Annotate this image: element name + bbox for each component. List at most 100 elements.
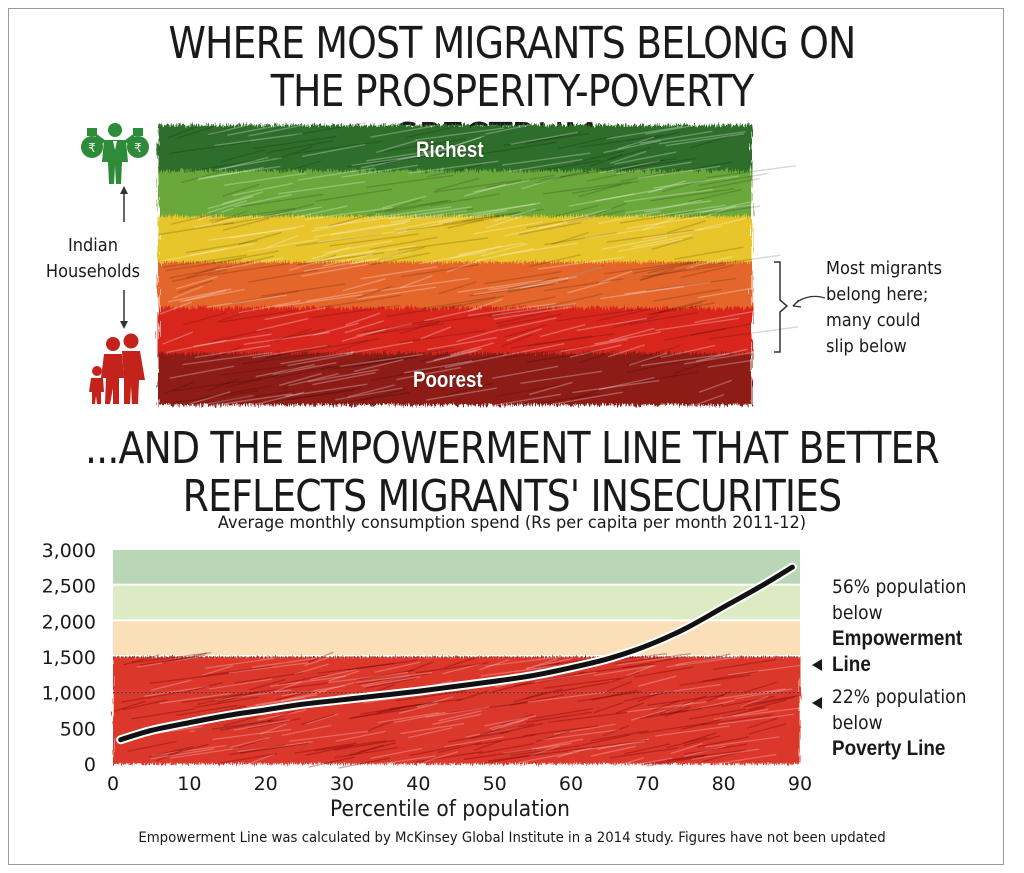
hatch-stroke bbox=[624, 281, 712, 295]
spectrum-bands bbox=[158, 125, 752, 405]
hatch-stroke bbox=[304, 206, 393, 221]
hatch-stroke bbox=[351, 354, 426, 368]
hatch-stroke bbox=[643, 216, 676, 231]
hatch-stroke bbox=[629, 131, 680, 145]
hatch-stroke bbox=[167, 289, 227, 303]
hatch-stroke bbox=[272, 364, 304, 378]
hatch-stroke bbox=[616, 161, 692, 175]
hatch-stroke bbox=[222, 183, 260, 197]
hatch-stroke bbox=[222, 191, 264, 205]
hatch-stroke bbox=[565, 265, 602, 280]
hatch-stroke bbox=[698, 379, 733, 394]
hatch-stroke bbox=[232, 182, 294, 196]
hatch-stroke bbox=[274, 294, 363, 308]
money-bag-icon: ₹ bbox=[81, 128, 103, 158]
hatch-stroke bbox=[398, 329, 487, 344]
hatch-stroke bbox=[300, 263, 369, 277]
hatch-stroke bbox=[508, 158, 583, 173]
bottom-title-text: ...AND THE EMPOWERMENT LINE THAT BETTER … bbox=[85, 423, 940, 522]
hatch-stroke bbox=[680, 264, 733, 279]
hatch-stroke bbox=[313, 215, 397, 230]
hatch-stroke bbox=[651, 236, 694, 251]
footnote: Empowerment Line was calculated by McKin… bbox=[138, 830, 886, 846]
hatch-stroke bbox=[320, 294, 402, 309]
hatch-stroke bbox=[287, 353, 353, 367]
hatch-stroke bbox=[424, 307, 480, 322]
hatch-stroke bbox=[295, 233, 382, 247]
hatch-stroke bbox=[264, 306, 327, 321]
hatch-stroke bbox=[450, 245, 502, 259]
hatch-stroke bbox=[173, 378, 262, 392]
hatch-stroke bbox=[451, 295, 504, 309]
hatch-stroke bbox=[693, 254, 781, 268]
hatch-stroke bbox=[345, 341, 413, 355]
hatch-stroke bbox=[651, 301, 703, 316]
hatch-stroke bbox=[384, 199, 422, 213]
hatch-stroke bbox=[495, 311, 550, 325]
hatch-stroke bbox=[400, 274, 433, 289]
hatch-stroke bbox=[640, 353, 729, 367]
hatch-stroke bbox=[690, 393, 725, 408]
hatch-stroke bbox=[207, 123, 241, 137]
hatch-stroke bbox=[694, 309, 760, 324]
hatch-stroke bbox=[619, 210, 696, 224]
hatch-stroke bbox=[330, 356, 417, 371]
hatch-stroke bbox=[493, 306, 572, 320]
hatch-stroke bbox=[179, 288, 245, 303]
hatch-stroke bbox=[194, 214, 253, 229]
hatch-stroke bbox=[289, 257, 330, 271]
hatch-stroke bbox=[241, 193, 324, 208]
hatch-stroke bbox=[518, 221, 582, 236]
svg-text:₹: ₹ bbox=[134, 141, 142, 155]
hatch-stroke bbox=[234, 193, 292, 208]
hatch-stroke bbox=[247, 269, 318, 283]
hatch-stroke bbox=[333, 339, 368, 353]
hatch-stroke bbox=[207, 195, 254, 210]
hatch-stroke bbox=[560, 338, 628, 353]
hatch-stroke bbox=[549, 293, 603, 307]
hatch-stroke bbox=[537, 256, 625, 270]
hatch-stroke bbox=[177, 279, 213, 294]
hatch-stroke bbox=[252, 206, 323, 220]
hatch-stroke bbox=[527, 333, 614, 347]
hatch-stroke bbox=[662, 178, 707, 193]
hatch-stroke bbox=[552, 391, 623, 405]
hatch-stroke bbox=[486, 174, 555, 188]
hatch-stroke bbox=[622, 371, 698, 385]
hatch-stroke bbox=[502, 152, 591, 166]
hatch-stroke bbox=[489, 303, 575, 317]
hatch-stroke bbox=[572, 379, 660, 394]
hatch-stroke bbox=[478, 141, 557, 155]
hatch-stroke bbox=[381, 277, 470, 292]
hatch-stroke bbox=[625, 200, 712, 214]
hatch-stroke bbox=[433, 347, 483, 362]
hatch-stroke bbox=[342, 278, 386, 292]
hatch-stroke bbox=[168, 140, 252, 155]
hatch-stroke bbox=[252, 344, 328, 359]
hatch-stroke bbox=[426, 350, 478, 364]
hatch-stroke bbox=[510, 335, 593, 349]
hatch-stroke bbox=[360, 266, 437, 280]
hatch-stroke bbox=[207, 200, 247, 214]
hatch-stroke bbox=[378, 246, 425, 261]
spectrum-band bbox=[158, 307, 752, 360]
hatch-stroke bbox=[469, 283, 556, 297]
hatch-stroke bbox=[214, 132, 303, 147]
money-bag-icon: ₹ bbox=[127, 128, 149, 158]
hatch-stroke bbox=[176, 125, 216, 139]
hatch-stroke bbox=[485, 121, 543, 135]
hatch-stroke bbox=[255, 364, 315, 378]
hatch-stroke bbox=[526, 215, 594, 229]
hatch-stroke bbox=[526, 349, 605, 363]
hatch-stroke bbox=[370, 124, 439, 138]
hatch-stroke bbox=[394, 219, 484, 233]
hatch-stroke bbox=[351, 152, 438, 167]
hatch-stroke bbox=[528, 253, 582, 268]
hatch-stroke bbox=[578, 350, 616, 364]
hatch-stroke bbox=[248, 123, 310, 137]
hatch-stroke bbox=[266, 139, 334, 154]
hatch-stroke bbox=[306, 249, 375, 264]
hatch-stroke bbox=[603, 139, 661, 154]
hatch-stroke bbox=[190, 242, 255, 257]
hatch-stroke bbox=[197, 207, 234, 221]
